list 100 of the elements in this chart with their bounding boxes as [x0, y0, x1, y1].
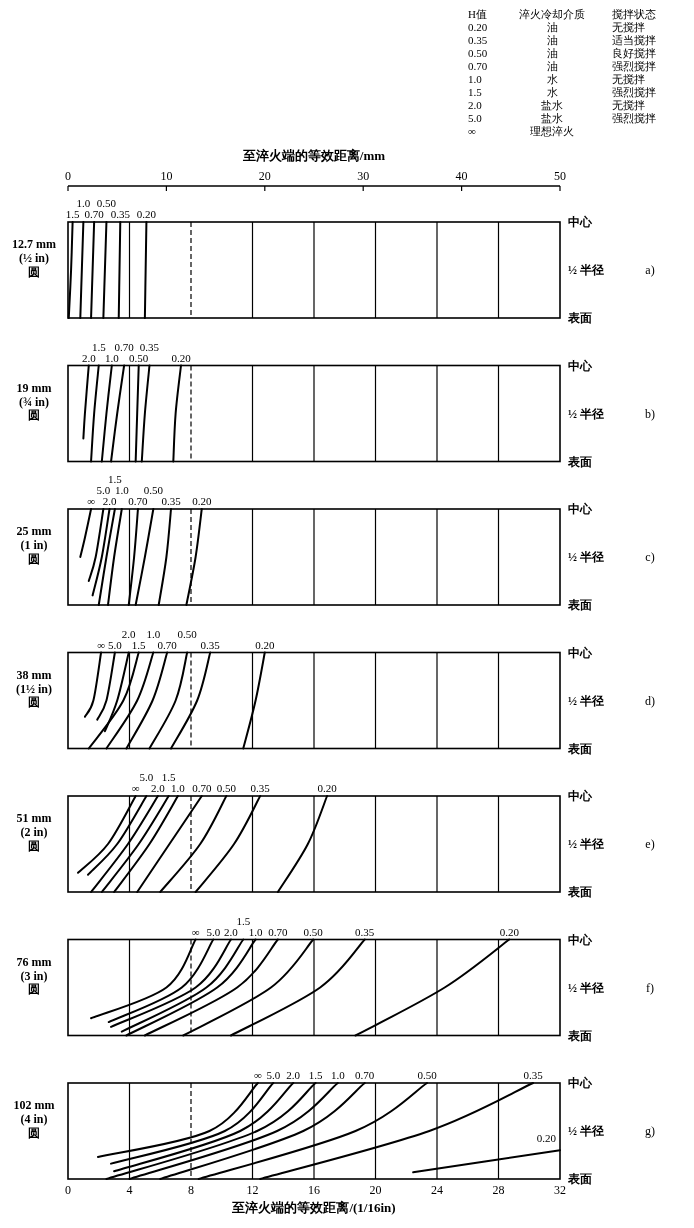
- card-text: 1.0: [468, 73, 482, 85]
- series-label: 0.50: [216, 782, 236, 794]
- series-label: 2.0: [121, 627, 136, 640]
- series-label: 0.35: [200, 638, 220, 651]
- series-label: 0.20: [317, 782, 337, 794]
- series-label: 0.20: [255, 638, 275, 651]
- series-label: 1.5: [131, 638, 146, 651]
- series-label: 0.20: [171, 351, 191, 364]
- y-side-label: ½ 半径: [568, 980, 604, 995]
- card-text: 0.35: [468, 34, 488, 46]
- series-label: 1.5: [308, 1069, 323, 1081]
- series-label: 0.50: [417, 1069, 437, 1081]
- card-text: 2.0: [468, 99, 482, 111]
- card-text: 0.50: [468, 47, 488, 59]
- series-label: 0.70: [84, 208, 104, 220]
- card-text: 油: [546, 34, 558, 46]
- y-label: 102 mm (4 in) 圆: [13, 1098, 55, 1140]
- card-text: 淬火冷却介质: [519, 8, 585, 20]
- x-label: 至淬火端的等效距离/(1/16in): [232, 1200, 396, 1215]
- x-tick: 8: [188, 1183, 194, 1197]
- series-label: 5.0: [108, 638, 122, 651]
- card-text: 强烈搅拌: [612, 86, 656, 98]
- y-side-label: 中心: [568, 1076, 592, 1090]
- y-side-label: 中心: [568, 358, 592, 373]
- series-label: 0.20: [136, 208, 157, 220]
- series-label: 1.5: [91, 340, 106, 353]
- y-side-label: ½ 半径: [568, 693, 604, 708]
- y-label: 76 mm (3 in) 圆: [16, 954, 52, 997]
- y2-label: a): [645, 263, 655, 277]
- series-label: 0.35: [523, 1069, 543, 1081]
- y-label: 12.7 mm (½ in) 圆: [12, 237, 56, 279]
- x2-tick: 10: [160, 169, 173, 183]
- series-label: 0.20: [192, 495, 212, 507]
- x-tick: 24: [431, 1183, 443, 1197]
- y-side-label: ½ 半径: [568, 837, 604, 851]
- x-tick: 32: [554, 1183, 566, 1197]
- series-label: 2.0: [102, 495, 117, 507]
- x2-tick: 20: [258, 169, 271, 183]
- series-label: 0.70: [114, 340, 134, 353]
- series-label: 0.35: [110, 208, 130, 220]
- x-tick: 12: [246, 1183, 259, 1197]
- y-side-label: 中心: [568, 645, 592, 660]
- y2-label: b): [645, 406, 655, 421]
- card-text: ∞: [468, 125, 476, 137]
- series-label: 0.35: [161, 495, 181, 507]
- series-label: 1.5: [108, 473, 122, 485]
- y-side-label: 表面: [568, 885, 592, 899]
- series-label: 1.0: [104, 351, 119, 364]
- y-side-label: 表面: [568, 1028, 592, 1043]
- series-label: 1.5: [161, 771, 176, 783]
- y-side-label: 表面: [568, 598, 592, 612]
- series-label: 1.5: [65, 208, 80, 220]
- card-text: 良好搅拌: [612, 47, 656, 59]
- series-label: 1.0: [330, 1069, 345, 1081]
- y-label: 51 mm (2 in) 圆: [16, 811, 52, 853]
- series-label: 5.0: [139, 771, 154, 783]
- card-text: 0.20: [468, 21, 488, 33]
- card-text: 盐水: [541, 99, 563, 111]
- series-label: ∞: [87, 495, 95, 507]
- y-side-label: ½ 半径: [568, 263, 604, 277]
- y-label: 38 mm (1½ in) 圆: [16, 667, 52, 710]
- y-side-label: ½ 半径: [568, 550, 604, 564]
- y2-label: c): [645, 550, 655, 564]
- x-tick: 28: [492, 1183, 505, 1197]
- series-label: 1.0: [114, 484, 129, 496]
- series-label: 1.0: [248, 925, 263, 938]
- y-side-label: 中心: [568, 215, 592, 229]
- series-label: 5.0: [266, 1069, 281, 1081]
- x-tick: 16: [308, 1183, 320, 1197]
- series-label: 5.0: [96, 484, 111, 496]
- series-label: 2.0: [286, 1069, 301, 1081]
- x-tick: 4: [126, 1183, 133, 1197]
- series-label: 0.35: [139, 340, 160, 353]
- series-label: 1.0: [146, 627, 161, 640]
- card-text: 油: [546, 60, 558, 72]
- series-label: 0.50: [96, 197, 117, 209]
- series-label: 1.0: [76, 197, 91, 209]
- series-label: 0.50: [143, 484, 163, 496]
- series-label: 5.0: [206, 925, 221, 938]
- y-side-label: 中心: [568, 502, 592, 516]
- y-label: 19 mm (¾ in) 圆: [16, 380, 52, 423]
- y-label: 25 mm (1 in) 圆: [16, 524, 52, 566]
- series-label: 0.70: [192, 782, 212, 794]
- series-label: 0.70: [128, 495, 148, 507]
- y2-label: d): [645, 693, 655, 708]
- y2-label: g): [645, 1124, 655, 1138]
- y-side-label: 表面: [568, 311, 592, 325]
- series-label: 2.0: [81, 351, 96, 364]
- y2-label: f): [646, 980, 654, 995]
- card-text: 0.70: [468, 60, 488, 72]
- card-text: 无搅拌: [612, 73, 645, 85]
- series-label: ∞: [97, 638, 105, 651]
- series-label: 0.50: [129, 351, 149, 364]
- card-text: 1.5: [468, 86, 482, 98]
- series-label: 0.70: [355, 1069, 375, 1081]
- series-label: 2.0: [224, 925, 238, 938]
- series-label: ∞: [191, 925, 200, 938]
- y-side-label: ½ 半径: [568, 1124, 604, 1138]
- card-text: 油: [546, 47, 558, 59]
- series-label: 0.70: [157, 638, 177, 651]
